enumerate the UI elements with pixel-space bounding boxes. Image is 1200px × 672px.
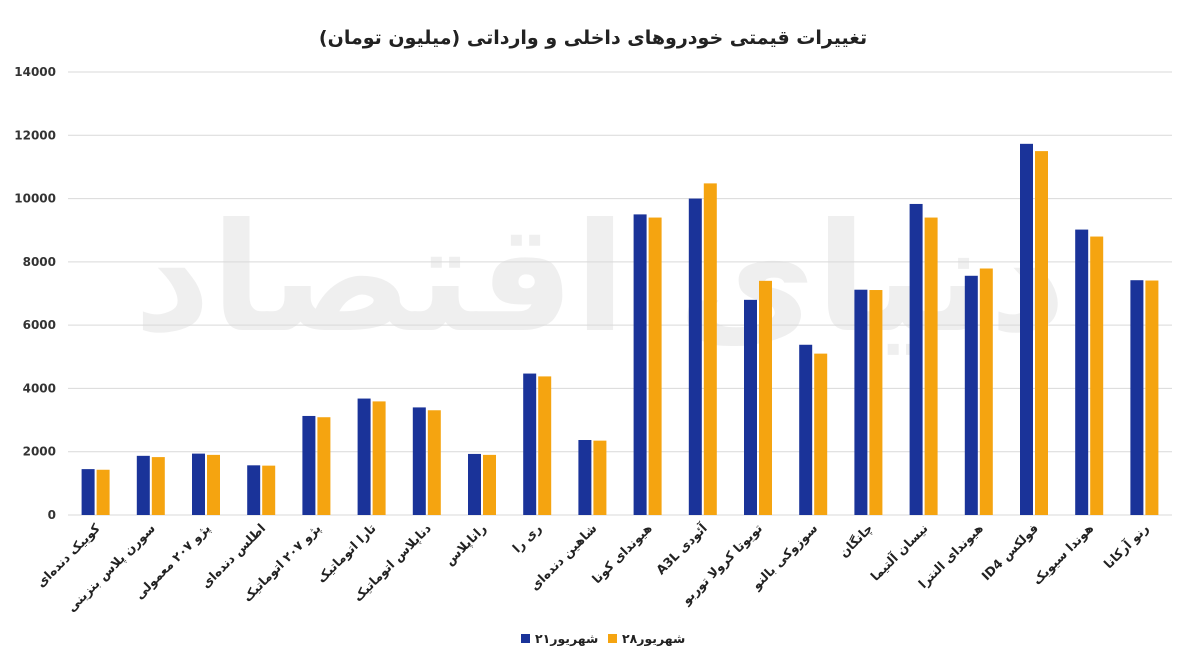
x-category-label: چانگان — [836, 521, 876, 561]
bar-series1 — [799, 344, 813, 515]
y-tick-label: 10000 — [14, 192, 56, 206]
bar-series2 — [869, 290, 883, 515]
bar-series2 — [593, 440, 607, 515]
bar-series1 — [578, 440, 592, 515]
legend-label: ۲۱شهریور — [535, 631, 598, 646]
x-category-label: رانا‌پلاس — [442, 521, 490, 569]
x-category-label: ری را — [509, 521, 544, 556]
bar-series2 — [814, 353, 828, 515]
bar-series1 — [357, 398, 371, 515]
bar-series2 — [759, 280, 772, 515]
bar-series1 — [523, 373, 537, 515]
bar-series1 — [1075, 229, 1089, 515]
bar-series1 — [854, 289, 868, 515]
y-tick-label: 2000 — [23, 445, 56, 459]
bar-series1 — [302, 415, 316, 515]
bar-series2 — [427, 410, 441, 515]
legend: ۲۱شهریور ۲۸شهریور — [521, 631, 685, 646]
bar-series2 — [1035, 151, 1048, 515]
bar-series2 — [538, 376, 552, 515]
bar-series1 — [633, 214, 647, 515]
y-axis-tick-labels: 0 2000 4000 6000 8000 10000 12000 14000 — [14, 65, 56, 522]
bar-series1 — [468, 453, 481, 515]
bar-series1 — [81, 469, 95, 515]
bars — [81, 143, 1159, 516]
bar-series1 — [1020, 143, 1033, 515]
chart-title: تغییرات قیمتی خودروهای داخلی و وارداتی (… — [319, 27, 867, 49]
bar-series2 — [703, 183, 717, 515]
bar-series2 — [262, 465, 276, 515]
bar-series2 — [648, 217, 662, 516]
x-category-label: آئودی A3L — [653, 520, 710, 577]
bar-series2 — [1090, 236, 1104, 516]
bar-series2 — [207, 454, 220, 515]
bar-series1 — [247, 465, 261, 515]
bar-series2 — [979, 268, 993, 515]
y-tick-label: 4000 — [23, 381, 56, 395]
bar-series2 — [1145, 280, 1159, 515]
bar-series1 — [412, 407, 426, 515]
bar-series2 — [924, 217, 938, 516]
y-tick-label: 8000 — [23, 255, 56, 269]
bar-series1 — [909, 203, 923, 515]
bar-series2 — [151, 457, 165, 515]
bar-series1 — [744, 299, 757, 515]
bar-series1 — [1130, 280, 1144, 515]
legend-swatch — [608, 634, 617, 643]
bar-series1 — [136, 455, 150, 515]
y-tick-label: 6000 — [23, 318, 56, 332]
bar-series1 — [192, 453, 205, 515]
y-tick-label: 14000 — [14, 65, 56, 79]
y-tick-label: 0 — [48, 508, 56, 522]
bar-series2 — [372, 401, 386, 515]
x-category-label: رنو آرکانا — [1101, 521, 1152, 572]
legend-label: ۲۸شهریور — [622, 631, 685, 646]
legend-swatch — [521, 634, 530, 643]
bar-series2 — [96, 469, 110, 515]
bar-series1 — [964, 275, 978, 515]
y-tick-label: 12000 — [14, 128, 56, 142]
bar-series1 — [688, 198, 702, 516]
bar-series2 — [483, 454, 496, 515]
bar-series2 — [317, 417, 331, 515]
